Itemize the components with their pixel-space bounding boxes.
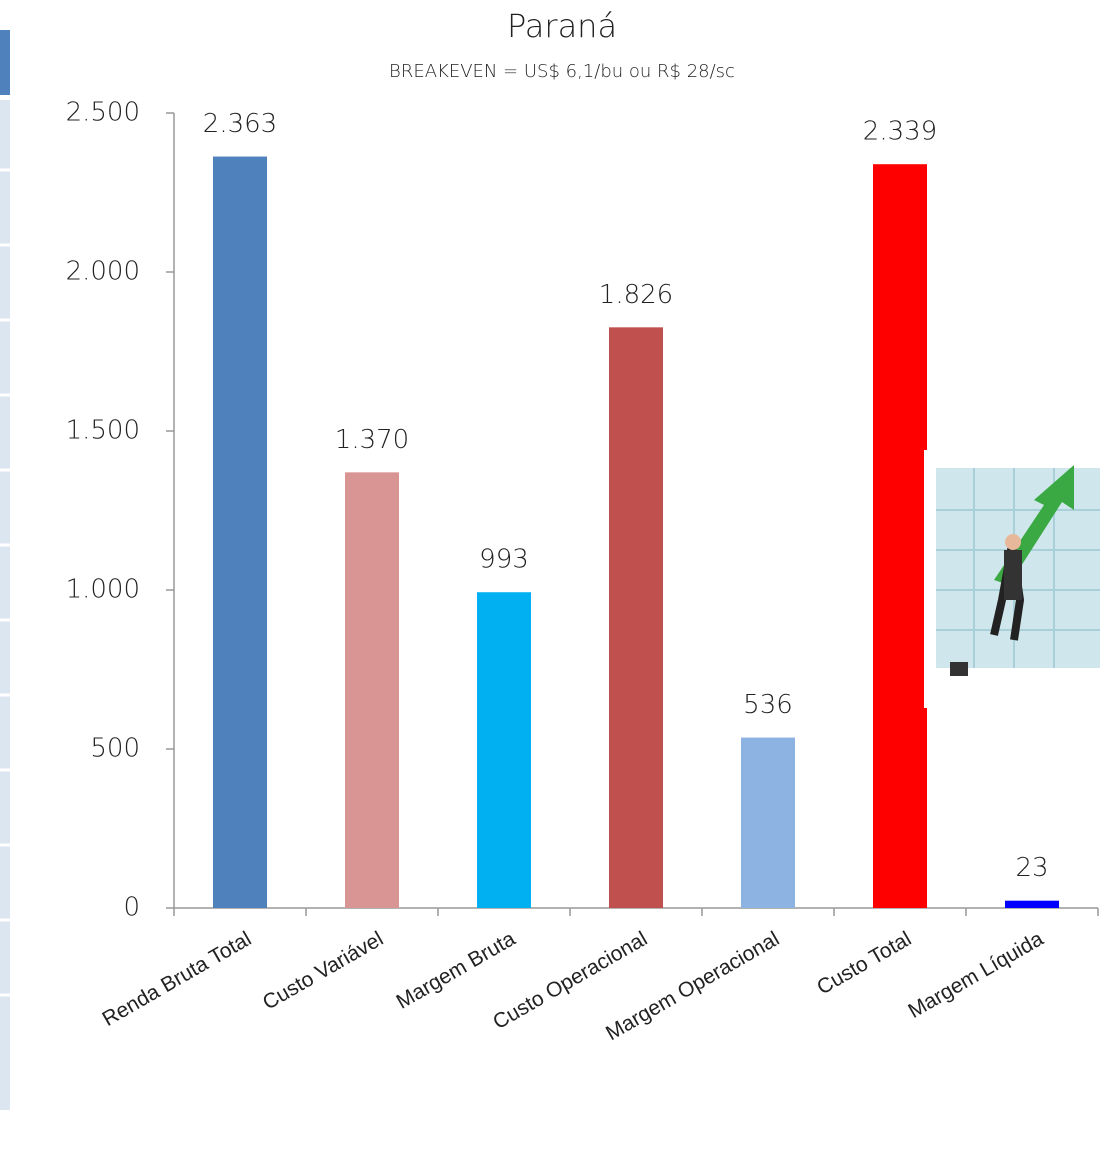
bar [609,327,663,908]
value-label: 993 [479,545,529,575]
table-fragment [0,30,10,1110]
bar [1005,900,1059,908]
x-tick-label: Renda Bruta Total [99,927,256,1031]
bar [873,164,927,908]
chart-title: Paraná [507,7,617,45]
bar [213,156,267,909]
y-tick-label: 500 [90,734,140,764]
value-label: 1.370 [335,425,409,455]
chart-subtitle: BREAKEVEN = US$ 6,1/bu ou R$ 28/sc [389,61,735,82]
x-tick-label: Margem Bruta [393,927,520,1014]
x-tick-label: Custo Total [813,927,915,999]
y-tick-label: 1.000 [66,575,140,605]
y-tick-label: 1.500 [66,416,140,446]
y-tick-label: 2.000 [66,257,140,287]
value-label: 23 [1015,853,1048,883]
bar [477,592,531,908]
value-label: 1.826 [599,280,673,310]
bar [345,472,399,908]
value-label: 536 [743,690,793,720]
x-tick-label: Margem Líquida [904,927,1047,1023]
y-tick-label: 2.500 [66,98,140,128]
y-tick-label: 0 [123,893,140,923]
bar [741,737,795,908]
x-tick-label: Custo Variável [259,927,387,1014]
value-label: 2.363 [203,109,277,139]
value-label: 2.339 [863,117,937,147]
